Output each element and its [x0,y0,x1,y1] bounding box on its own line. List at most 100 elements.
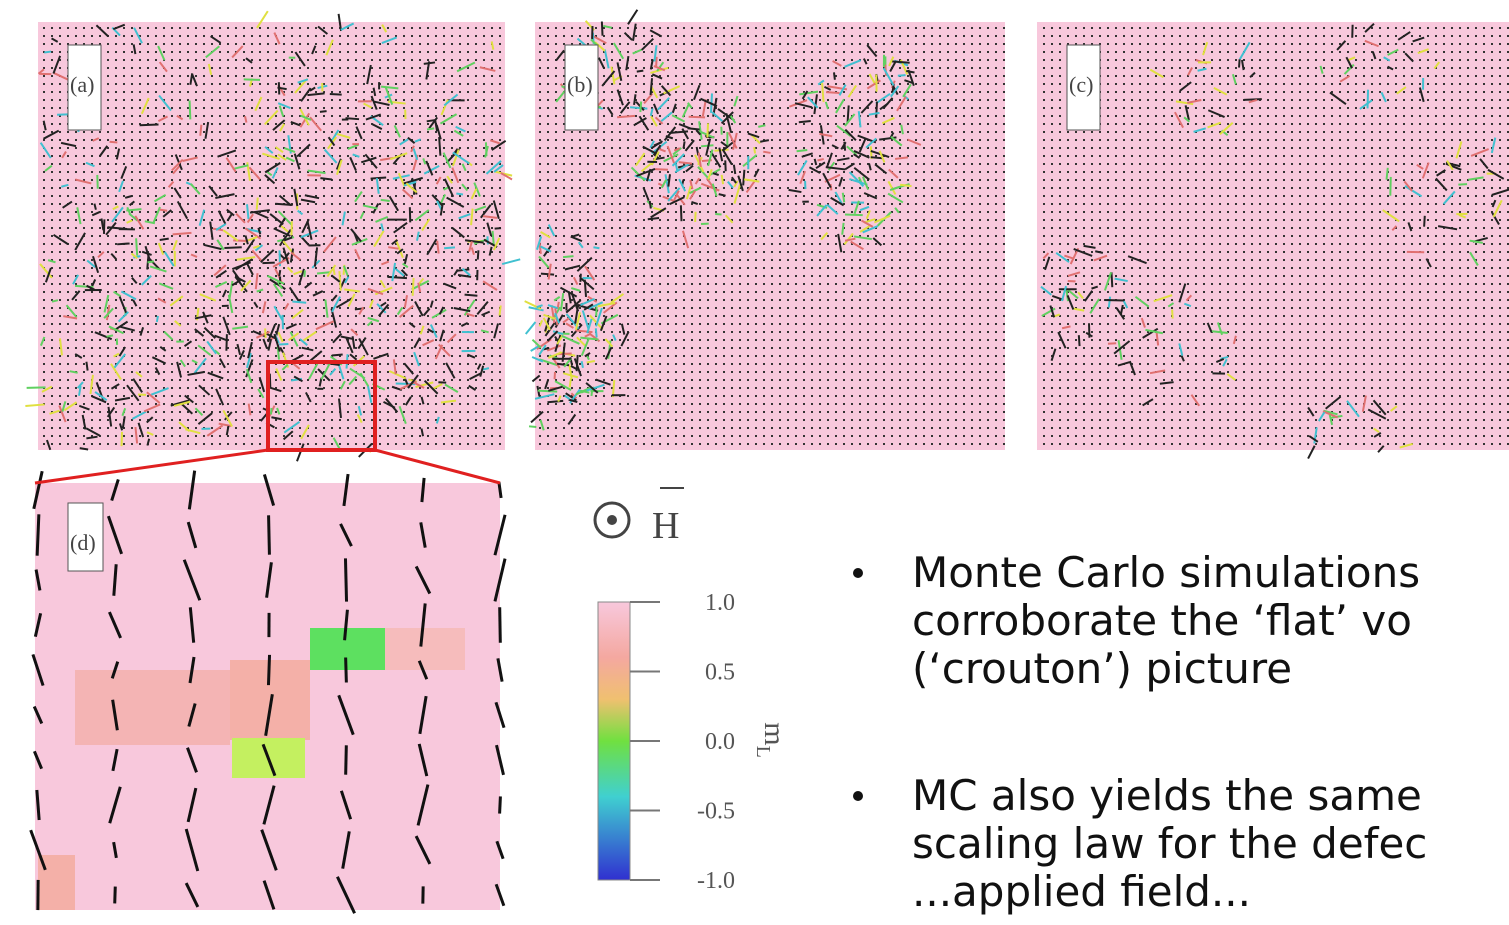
spin-arrow [714,148,729,152]
spin-arrow [474,205,487,212]
spin-arrow [1206,322,1213,333]
spin-arrow [547,224,556,237]
spin-arrow [889,185,901,192]
spin-arrow [354,248,361,260]
spin-arrow [1490,137,1497,154]
spin-arrow [570,365,578,371]
spin-arrow [351,336,356,349]
spin-arrow [667,187,681,202]
spin-arrow [883,97,894,109]
spin-arrow [110,252,118,260]
spin-arrow [289,248,295,263]
zoom-box [266,360,377,452]
spin-arrow [134,215,145,230]
spin-arrow [336,159,343,175]
spin-arrow [896,96,907,112]
spin-arrow [266,274,285,285]
colorbar-label: mL [752,722,791,758]
spin-arrow [894,207,900,214]
spin-arrow [682,141,686,149]
spin-arrow [112,841,118,859]
spin-arrow [344,745,348,775]
spin-arrow [1317,411,1326,422]
spin-arrow [289,331,299,347]
spin-arrow [149,265,167,273]
spin-arrow [1364,22,1375,33]
spin-arrow [277,102,291,109]
spin-arrow [634,152,646,167]
spin-arrow [763,150,771,154]
spin-arrow [358,338,369,356]
spin-arrow [584,352,591,358]
spin-arrow [1103,272,1113,291]
spin-arrow [367,385,373,403]
spin-arrow [630,166,646,182]
spin-arrow [308,350,323,363]
spin-arrow [476,301,489,316]
spin-arrow [216,239,225,251]
spin-arrow [732,132,738,150]
spin-arrow [419,325,425,335]
spin-arrow [126,206,132,216]
spin-arrow [297,78,309,84]
spin-arrow [889,60,897,72]
spin-arrow [819,132,833,138]
spin-arrow [198,384,211,396]
spin-arrow [841,222,845,235]
spin-arrow [300,198,316,204]
spin-arrow [260,829,278,871]
spin-arrow [45,439,52,451]
spin-arrow [446,333,457,344]
spin-arrow [1492,199,1503,218]
spin-arrow [636,168,656,177]
spin-arrow [455,125,466,133]
spin-arrow [1178,283,1187,303]
spin-arrow [413,351,420,367]
spin-arrow [285,156,295,163]
spin-arrow [657,97,670,111]
spin-arrow [641,37,655,51]
spin-arrow [737,175,744,192]
spin-arrow [1399,442,1414,449]
spin-arrow [187,703,197,727]
panel-d: (d) [29,470,507,914]
spin-arrow [838,84,847,96]
spin-arrow [120,290,137,301]
spin-arrow [1345,56,1353,69]
spin-arrow [111,748,119,772]
spin-arrow [360,156,377,164]
spin-arrow [489,139,500,145]
spin-arrow [435,176,442,185]
spin-arrow [225,157,237,173]
spin-arrow [367,316,380,323]
spin-arrow [373,352,389,360]
spin-arrow [872,237,883,247]
spin-arrow [693,84,701,101]
spin-arrow [831,144,839,150]
spin-arrow [567,413,577,425]
spin-arrow [262,880,276,910]
spin-arrow [1319,65,1324,74]
spin-arrow [113,353,127,369]
spin-arrow [373,230,385,248]
spin-arrow [191,73,198,87]
spin-arrow [531,374,541,383]
spin-arrow [186,521,198,549]
spin-arrow [443,178,455,198]
spin-arrow [248,166,261,180]
spin-arrow [528,306,544,312]
spin-arrow [887,192,904,204]
spin-arrow [316,271,332,275]
spin-arrow [844,162,856,171]
spin-arrow [1385,167,1389,180]
spin-arrow [117,242,130,246]
spin-arrow [584,265,596,281]
spin-arrow [689,186,702,195]
spin-arrow [671,153,685,167]
spin-arrow [139,327,145,336]
spin-arrow [372,87,377,97]
spin-arrow [215,193,235,199]
spin-arrow [132,299,138,307]
spin-arrow [669,196,685,206]
spin-arrow [152,206,161,224]
